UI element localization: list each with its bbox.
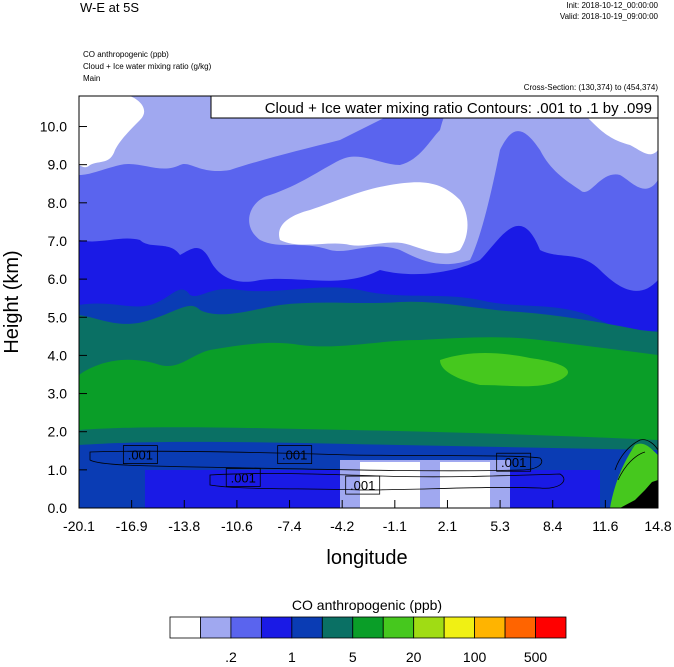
contour-value-label: .001 bbox=[225, 468, 261, 487]
y-tick-label: 4.0 bbox=[48, 347, 68, 363]
colorbar-title: CO anthropogenic (ppb) bbox=[292, 597, 442, 613]
colorbar-label: .2 bbox=[225, 649, 237, 665]
chart-title: W-E at 5S bbox=[80, 0, 140, 15]
svg-text:.001: .001 bbox=[282, 448, 307, 463]
x-tick-label: 5.3 bbox=[490, 518, 510, 534]
svg-text:.001: .001 bbox=[350, 478, 375, 493]
colorbar-label: 500 bbox=[524, 649, 548, 665]
y-tick-label: 3.0 bbox=[48, 386, 68, 402]
colorbar-label: 20 bbox=[406, 649, 422, 665]
terrain-black bbox=[620, 480, 658, 508]
colorbar-label: 5 bbox=[349, 649, 357, 665]
cloud-contour-line-2 bbox=[209, 473, 565, 491]
colorbar-swatch bbox=[321, 616, 354, 639]
y-tick-label: 8.0 bbox=[48, 195, 68, 211]
plot-area bbox=[79, 96, 658, 508]
y-tick-label: 7.0 bbox=[48, 233, 68, 249]
y-tick-label: 2.0 bbox=[48, 424, 68, 440]
contour-value-label: .001 bbox=[122, 445, 158, 464]
init-time-label: Init: 2018-10-12_00:00:00 bbox=[566, 1, 658, 10]
y-axis: 0.0 1.0 2.0 3.0 4.0 5.0 6.0 7.0 8.0 9.0 10.0 bbox=[40, 119, 87, 516]
y-tick-label: 9.0 bbox=[48, 157, 68, 173]
x-tick-label: -13.8 bbox=[168, 518, 200, 534]
y-tick-label: 5.0 bbox=[48, 309, 68, 325]
x-tick-label: -16.9 bbox=[116, 518, 148, 534]
x-tick-label: 2.1 bbox=[438, 518, 458, 534]
x-axis: -20.1 -16.9 -13.8 -10.6 -7.4 -4.2 -1.1 2.1 5.3 8.… bbox=[63, 500, 672, 534]
colorbar-swatch bbox=[443, 616, 476, 639]
band-mid-bright-green bbox=[440, 353, 569, 387]
x-tick-label: -10.6 bbox=[221, 518, 253, 534]
svg-text:.001: .001 bbox=[231, 470, 256, 485]
colorbar: .2 1 5 20 100 500 bbox=[169, 616, 567, 665]
colorbar-swatch bbox=[352, 616, 384, 639]
x-tick-label: -4.2 bbox=[330, 518, 354, 534]
x-tick-label: 8.4 bbox=[543, 518, 563, 534]
x-tick-label: 11.6 bbox=[592, 518, 618, 534]
field-label-cloud: Cloud + Ice water mixing ratio (g/kg) bbox=[83, 62, 212, 71]
colorbar-label: 1 bbox=[288, 649, 296, 665]
colorbar-swatch bbox=[291, 616, 323, 639]
colorbar-swatch bbox=[169, 616, 201, 639]
band-surface-blue bbox=[145, 470, 600, 508]
svg-text:.001: .001 bbox=[128, 448, 153, 463]
cloud-contour-right bbox=[614, 439, 658, 481]
cross-section-label: Cross-Section: (130,374) to (454,374) bbox=[523, 83, 658, 92]
colorbar-swatch bbox=[504, 616, 536, 639]
field-label-main: Main bbox=[83, 74, 101, 83]
x-tick-label: -1.1 bbox=[383, 518, 407, 534]
valid-time-label: Valid: 2018-10-19_09:00:00 bbox=[559, 12, 658, 21]
y-axis-label: Height (km) bbox=[1, 250, 23, 353]
colorbar-label: 100 bbox=[463, 649, 487, 665]
contour-value-label: .001 bbox=[496, 452, 532, 472]
y-tick-label: 1.0 bbox=[48, 462, 68, 478]
band-surface-white bbox=[360, 462, 490, 508]
svg-text:.001: .001 bbox=[501, 455, 526, 470]
x-axis-label: longitude bbox=[326, 547, 407, 569]
band-upper-white-center bbox=[279, 182, 468, 254]
colorbar-swatch bbox=[260, 616, 293, 639]
x-tick-label: -7.4 bbox=[277, 518, 301, 534]
contour-label-layer: .001 .001 .001 .001 .001 bbox=[122, 445, 532, 495]
band-upper-light-blue bbox=[79, 96, 658, 265]
y-tick-label: 10.0 bbox=[40, 119, 67, 135]
colorbar-swatch bbox=[535, 616, 567, 639]
contour-value-label: .001 bbox=[345, 475, 381, 495]
band-upper-white-left bbox=[79, 96, 145, 168]
x-tick-label: -20.1 bbox=[63, 518, 95, 534]
y-tick-label: 0.0 bbox=[48, 500, 68, 516]
field-label-co: CO anthropogenic (ppb) bbox=[83, 50, 169, 59]
colorbar-swatch bbox=[230, 616, 262, 639]
colorbar-swatch bbox=[382, 616, 415, 639]
contour-title: Cloud + Ice water mixing ratio Contours:… bbox=[265, 100, 652, 117]
colorbar-swatch bbox=[413, 616, 445, 639]
colorbar-swatch bbox=[474, 616, 506, 639]
cloud-contour-line-1 bbox=[89, 450, 543, 472]
contour-title-box: Cloud + Ice water mixing ratio Contours:… bbox=[210, 95, 659, 119]
y-tick-label: 6.0 bbox=[48, 271, 68, 287]
x-tick-label: 14.8 bbox=[644, 518, 671, 534]
colorbar-swatch bbox=[200, 616, 232, 639]
contour-value-label: .001 bbox=[277, 445, 313, 464]
